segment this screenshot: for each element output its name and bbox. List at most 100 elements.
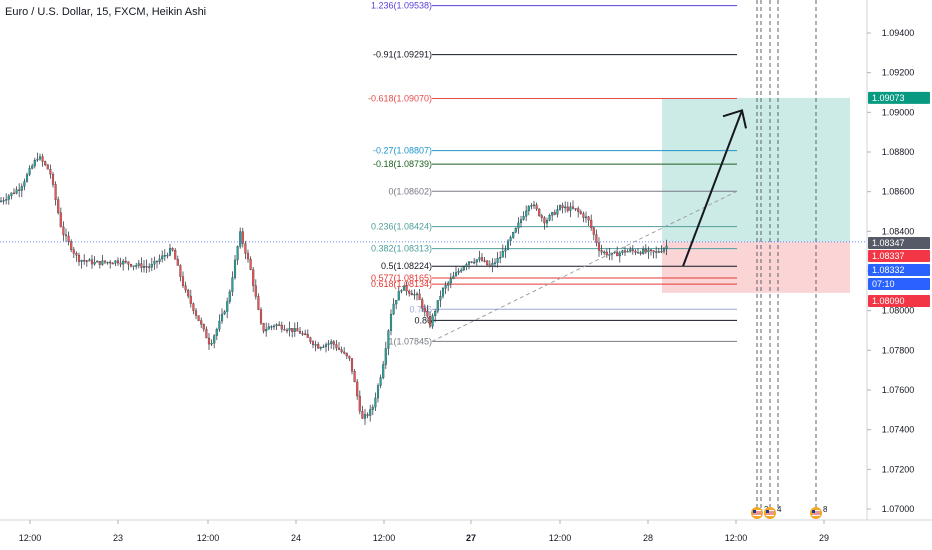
candle-body [369, 409, 372, 416]
candle-body [649, 249, 653, 252]
candle-body [392, 303, 395, 315]
candle-body [233, 259, 237, 278]
candle-body [111, 262, 114, 265]
price-tick-label: 1.08600 [882, 187, 915, 197]
candle-body [574, 208, 577, 210]
candle-body [652, 250, 655, 253]
candle-body [174, 250, 177, 260]
candle-body [90, 259, 94, 265]
long-position-tool[interactable] [662, 97, 850, 293]
candle-body [301, 333, 304, 335]
candle-body [236, 246, 239, 261]
candle-body [150, 263, 153, 268]
price-label-text: 07:10 [872, 279, 895, 289]
candle-body [389, 314, 393, 331]
price-label-box[interactable] [868, 237, 930, 249]
candle-body [293, 328, 296, 332]
candle-body [223, 311, 226, 315]
price-label-box[interactable] [868, 295, 930, 307]
candle-body [116, 260, 120, 264]
candle-body [140, 263, 143, 268]
time-axis[interactable]: 12:00 23 12:00 24 12:00 27 12:00 28 12:00 29 [19, 520, 829, 543]
candle-body [259, 309, 263, 324]
candle-body [473, 261, 476, 264]
candle-body [470, 261, 473, 263]
candle-body [77, 254, 81, 262]
candle-body [64, 234, 68, 237]
price-label-box[interactable] [868, 278, 930, 290]
economic-events[interactable]: 348 [751, 505, 828, 519]
candle-body [642, 249, 645, 254]
candle-body [452, 275, 455, 280]
price-label-box[interactable] [868, 250, 930, 262]
candle-body [553, 212, 556, 215]
candle-body [153, 260, 156, 265]
us-flag-icon[interactable] [810, 507, 822, 519]
price-tick-label: 1.09200 [882, 68, 915, 78]
candle-body [509, 237, 512, 242]
candle-body [597, 242, 601, 251]
candle-body [96, 261, 99, 263]
fibonacci-extension[interactable]: 1.236(1.09538) -0.91(1.09291) -0.618(1.090… [368, 1, 737, 347]
trend-line[interactable] [431, 190, 738, 342]
candle-body [379, 377, 382, 386]
arrow-head-icon[interactable] [722, 109, 747, 129]
drawings[interactable] [0, 109, 867, 342]
candle-body [564, 206, 567, 209]
candle-body [421, 299, 424, 309]
fib-level-label: 0.786 [409, 304, 432, 314]
candle-body [272, 325, 276, 328]
candle-body [296, 328, 299, 332]
candle-body [122, 260, 125, 265]
flag-canton [766, 510, 769, 513]
candle-body [213, 335, 216, 344]
us-flag-icon[interactable] [751, 507, 763, 519]
candle-body [12, 192, 16, 195]
candle-body [179, 265, 182, 277]
price-tick-label: 1.08800 [882, 147, 915, 157]
candle-body [239, 231, 242, 247]
candle-body [460, 269, 463, 272]
candle-body [457, 271, 460, 273]
arrow-line[interactable] [682, 109, 743, 267]
candle-body [2, 200, 5, 202]
candle-body [662, 248, 666, 252]
candle-body [603, 251, 606, 254]
candle-body [623, 250, 627, 253]
candle-body [540, 215, 543, 218]
candle-body [25, 174, 29, 182]
price-label-text: 1.09073 [872, 93, 905, 103]
price-label-text: 1.08337 [872, 251, 905, 261]
time-tick-label: 23 [113, 533, 123, 543]
price-axis[interactable]: 1.09400 1.09200 1.09000 1.08800 1.08600 1.084… [867, 28, 930, 514]
candle-body [67, 235, 70, 242]
candle-body [44, 161, 47, 165]
fib-level-label: 0.236(1.08424) [371, 222, 432, 232]
price-label-box[interactable] [868, 264, 930, 276]
candle-body [613, 251, 616, 254]
fib-level-label: -0.91(1.09291) [373, 50, 432, 60]
us-flag-icon[interactable] [764, 507, 776, 519]
candle-body [441, 288, 445, 297]
time-tick-label: 12:00 [197, 533, 220, 543]
candle-body [23, 181, 26, 187]
price-label-box[interactable] [868, 91, 930, 104]
candle-body [210, 342, 213, 345]
candle-body [561, 205, 564, 208]
candle-body [590, 219, 593, 229]
candle-body [205, 328, 208, 339]
candle-body [512, 232, 515, 238]
candle-body [317, 344, 320, 349]
chart-title: Euro / U.S. Dollar, 15, FXCM, Heikin Ash… [5, 6, 207, 18]
time-tick-label: 12:00 [725, 533, 748, 543]
candle-body [387, 330, 390, 349]
candle-body [114, 260, 117, 264]
price-tick-label: 1.07000 [882, 504, 915, 514]
fib-level-label: -0.18(1.08739) [373, 159, 432, 169]
candle-body [75, 253, 78, 256]
profit-zone[interactable] [662, 97, 850, 242]
price-label-text: 1.08332 [872, 265, 905, 275]
candle-body [431, 315, 434, 327]
candle-body [397, 291, 400, 301]
